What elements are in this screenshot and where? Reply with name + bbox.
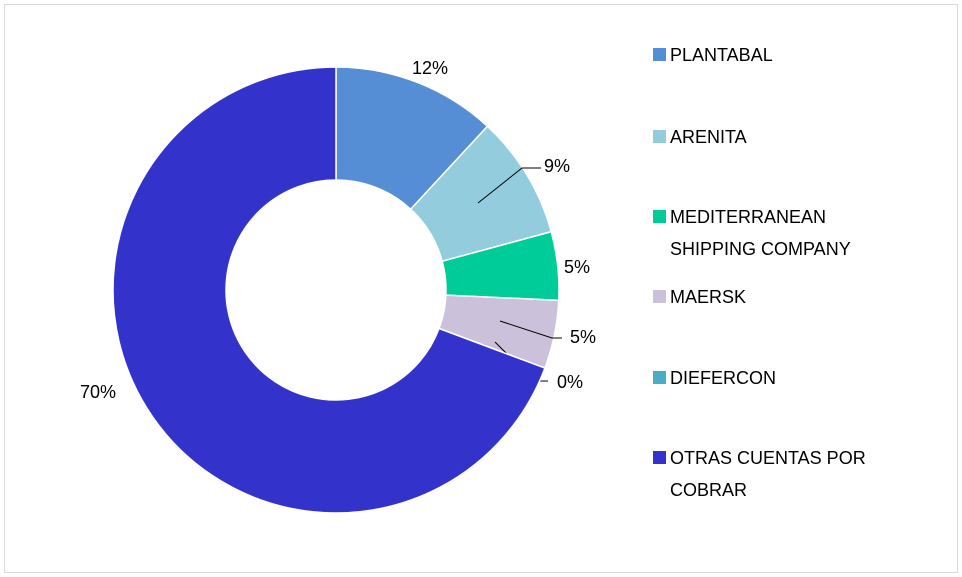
data-label: 12%: [412, 58, 448, 78]
legend-label: MEDITERRANEAN SHIPPING COMPANY: [670, 207, 851, 259]
data-label: 70%: [80, 382, 116, 402]
legend-label: OTRAS CUENTAS POR COBRAR: [670, 448, 866, 500]
legend-item: MAERSK: [653, 281, 880, 313]
legend-item: DIEFERCON: [653, 362, 880, 394]
legend-swatch: [653, 290, 666, 303]
legend-label: MAERSK: [670, 287, 747, 307]
legend-swatch: [653, 48, 666, 61]
data-label: 5%: [564, 257, 590, 277]
legend-item: ARENITA: [653, 121, 880, 153]
legend-swatch: [653, 130, 666, 143]
legend-swatch: [653, 451, 666, 464]
legend-swatch: [653, 371, 666, 384]
legend-label: DIEFERCON: [670, 368, 777, 388]
legend-label: PLANTABAL: [670, 45, 773, 65]
data-label: 5%: [570, 327, 596, 347]
data-label: 0%: [557, 372, 583, 392]
chart-border: [4, 4, 958, 573]
data-label: 9%: [544, 156, 570, 176]
donut-slice: [112, 66, 546, 514]
legend-label: ARENITA: [670, 127, 747, 147]
legend-swatch: [653, 210, 666, 223]
legend-item: MEDITERRANEAN SHIPPING COMPANY: [653, 201, 880, 265]
legend-item: OTRAS CUENTAS POR COBRAR: [653, 442, 880, 506]
leader-line: [477, 167, 541, 204]
leader-line: [499, 320, 562, 339]
legend-item: PLANTABAL: [653, 39, 880, 71]
